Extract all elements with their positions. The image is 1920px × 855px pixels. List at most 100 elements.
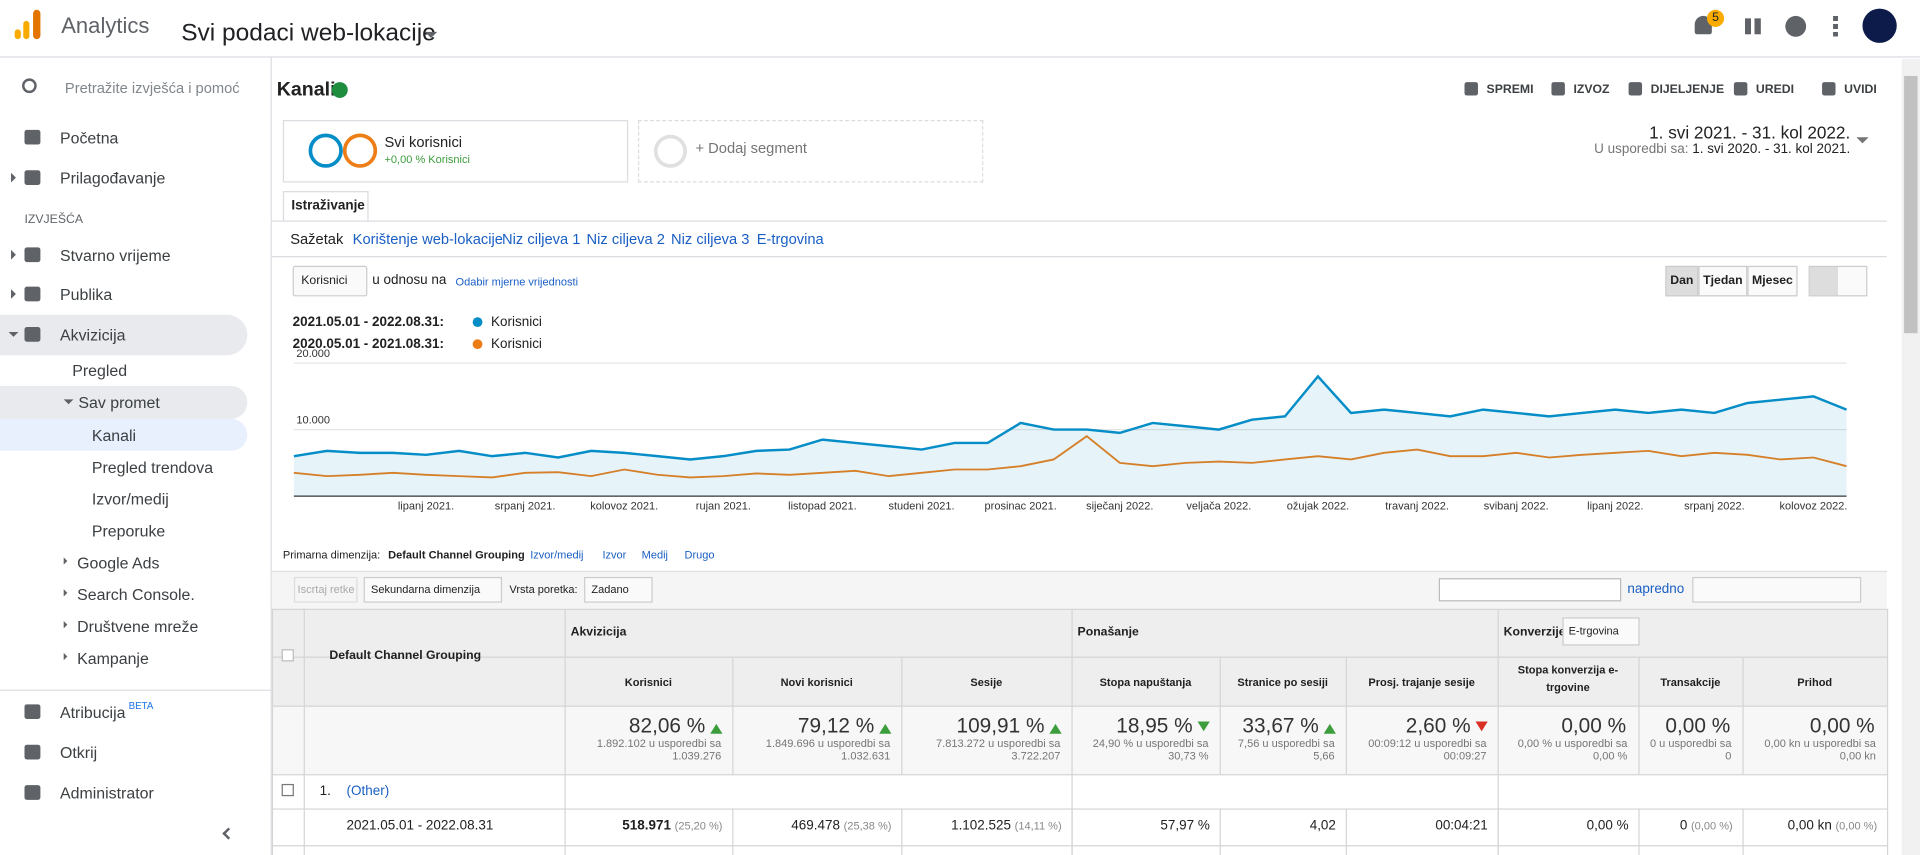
- menu-icon[interactable]: [1833, 16, 1838, 37]
- nav-item[interactable]: Izvor/medij: [92, 490, 169, 508]
- nav-item[interactable]: Preporuke: [92, 522, 165, 540]
- sub-tab[interactable]: Korištenje web-lokacije: [353, 230, 503, 247]
- select-metric[interactable]: Odabir mjerne vrijednosti: [456, 276, 579, 288]
- cell-share: (25,20 %): [675, 819, 723, 831]
- x-tick-label: rujan 2021.: [696, 501, 751, 513]
- toolbar-action[interactable]: UREDI: [1756, 83, 1794, 96]
- toolbar-action[interactable]: UVIDI: [1844, 83, 1877, 96]
- total-change: 109,91 %: [957, 714, 1045, 738]
- cell: 00:04:21: [1435, 818, 1487, 833]
- date-caret[interactable]: [1856, 137, 1868, 149]
- period-button[interactable]: Tjedan: [1698, 266, 1747, 297]
- column-header[interactable]: Stranice po sesiji: [1225, 674, 1341, 691]
- nav-item[interactable]: Stvarno vrijeme: [60, 246, 171, 264]
- cell-share: (0,00 %): [1691, 819, 1733, 831]
- dimension-option[interactable]: Izvor: [602, 549, 626, 561]
- period-button[interactable]: Mjesec: [1747, 266, 1797, 297]
- expand-caret: [11, 250, 21, 260]
- x-tick-label: veljača 2022.: [1186, 501, 1251, 513]
- search-input[interactable]: Pretražite izvješća i pomoć: [65, 80, 240, 97]
- legend-dot: [473, 317, 483, 327]
- nav-item[interactable]: Atribucija: [60, 703, 125, 721]
- dimension-option[interactable]: Medij: [642, 549, 668, 561]
- col-line: [1638, 808, 1639, 855]
- column-header[interactable]: Sesije: [906, 674, 1066, 691]
- column-header[interactable]: Prosj. trajanje sesije: [1351, 674, 1493, 691]
- nav-item[interactable]: Akvizicija: [60, 326, 125, 344]
- scroll-thumb[interactable]: [1904, 76, 1917, 333]
- secondary-dimension: Sekundarna dimenzija: [371, 583, 480, 595]
- x-tick-label: lipanj 2021.: [398, 501, 454, 513]
- cell: 1.102.525(14,11 %): [951, 818, 1062, 833]
- column-header[interactable]: Stopa konverzija e-trgovine: [1502, 661, 1633, 695]
- view-buttons[interactable]: [1692, 577, 1861, 603]
- dimension-option[interactable]: Izvor/medij: [530, 549, 583, 561]
- toolbar-action[interactable]: IZVOZ: [1573, 83, 1609, 96]
- trend-arrow: [1324, 718, 1336, 734]
- nav-item[interactable]: Administrator: [60, 784, 154, 802]
- col-line: [1742, 808, 1743, 855]
- area: [294, 376, 1847, 496]
- sub-tab[interactable]: Niz ciljeva 2: [587, 230, 665, 247]
- trend-arrow: [1049, 718, 1061, 734]
- column-header[interactable]: Transakcije: [1643, 674, 1737, 691]
- row-checkbox[interactable]: [282, 784, 294, 796]
- row-name[interactable]: (Other): [347, 784, 390, 799]
- help-icon[interactable]: [1785, 16, 1806, 37]
- cell-value: 57,97 %: [1160, 818, 1209, 833]
- nav-item[interactable]: Google Ads: [77, 554, 159, 572]
- date-range[interactable]: 1. svi 2021. - 31. kol 2022.: [1649, 122, 1850, 142]
- y-tick-label: 10.000: [296, 414, 330, 426]
- period-button[interactable]: Dan: [1665, 266, 1698, 297]
- main-tab[interactable]: Istraživanje: [291, 198, 364, 213]
- select-all[interactable]: [282, 649, 294, 661]
- column-header[interactable]: Stopa napuštanja: [1076, 674, 1214, 691]
- add-segment[interactable]: + Dodaj segment: [696, 140, 808, 157]
- total-change: 82,06 %: [629, 714, 705, 738]
- nav-item[interactable]: Pregled: [72, 361, 127, 379]
- x-tick-label: siječanj 2022.: [1086, 501, 1153, 513]
- total-detail: 0 u usporedbi sa 0: [1645, 737, 1732, 761]
- cell: 0(0,00 %): [1680, 818, 1733, 833]
- total-detail: 00:09:12 u usporedbi sa 00:09:27: [1352, 737, 1487, 761]
- dimension-active: Default Channel Grouping: [388, 549, 525, 561]
- row-line: [272, 774, 1887, 775]
- nav-item[interactable]: Kampanje: [77, 649, 149, 667]
- nav-item[interactable]: Publika: [60, 285, 112, 303]
- nav-item[interactable]: Otkrij: [60, 744, 97, 762]
- nav-item[interactable]: Početna: [60, 129, 118, 147]
- property-name[interactable]: Svi podaci web-lokacije: [181, 20, 436, 48]
- cell: 0,00 %: [1587, 818, 1629, 833]
- apps-icon[interactable]: [1745, 18, 1761, 34]
- col-line: [732, 657, 733, 775]
- advanced-link[interactable]: napredno: [1627, 582, 1684, 597]
- nav-item[interactable]: Pregled trendova: [92, 458, 213, 476]
- nav-item[interactable]: Sav promet: [78, 393, 159, 411]
- add-segment-card[interactable]: [638, 120, 983, 182]
- sub-tab[interactable]: Niz ciljeva 1: [502, 230, 580, 247]
- cell-value: 0,00 kn: [1788, 818, 1832, 833]
- nav-item[interactable]: Kanali: [92, 426, 136, 444]
- sub-tab[interactable]: Sažetak: [290, 230, 343, 247]
- column-header[interactable]: Prihod: [1747, 674, 1882, 691]
- segment-circle: [343, 134, 377, 168]
- sub-tab[interactable]: E-trgovina: [757, 230, 824, 247]
- avatar[interactable]: [1862, 9, 1896, 43]
- chart-type-group[interactable]: [1809, 266, 1868, 297]
- toolbar-action[interactable]: DIJELJENJE: [1651, 83, 1725, 96]
- toolbar-action[interactable]: SPREMI: [1487, 83, 1534, 96]
- nav-item[interactable]: Prilagođavanje: [60, 169, 165, 187]
- dimension-option[interactable]: Drugo: [684, 549, 714, 561]
- row-period: 2021.05.01 - 2022.08.31: [347, 818, 494, 833]
- nav-item[interactable]: Društvene mreže: [77, 617, 198, 635]
- nav-item[interactable]: Search Console.: [77, 586, 195, 604]
- column-header[interactable]: Korisnici: [569, 674, 727, 691]
- col-line: [1498, 808, 1499, 855]
- search-box[interactable]: [1439, 578, 1621, 601]
- cell: 57,97 %: [1160, 818, 1209, 833]
- logo-bar: [15, 29, 21, 39]
- dimension-header: Default Channel Grouping: [329, 649, 481, 662]
- sub-tab[interactable]: Niz ciljeva 3: [671, 230, 749, 247]
- column-header[interactable]: Novi korisnici: [737, 674, 896, 691]
